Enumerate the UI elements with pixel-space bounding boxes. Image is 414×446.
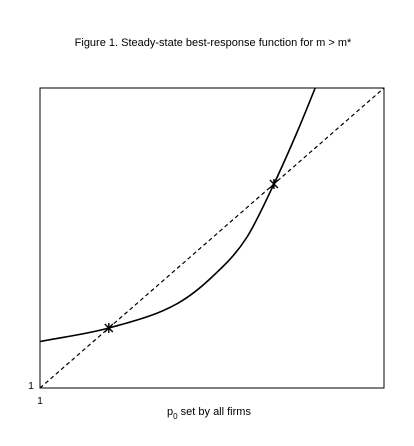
intersection-marker	[104, 323, 114, 333]
x-axis-label: p0 set by all firms	[167, 406, 251, 421]
intersection-marker	[269, 179, 279, 189]
x-axis-label-rest: set by all firms	[178, 406, 252, 418]
x-axis-label-main: p	[167, 406, 173, 418]
y-tick-label: 1	[28, 381, 34, 392]
series-line-dashed	[39, 87, 385, 389]
x-tick-label: 1	[37, 396, 43, 407]
marker-layer	[104, 179, 279, 333]
chart-title: Figure 1. Steady-state best-response fun…	[75, 37, 352, 49]
x-axis-label-subscript: 0	[173, 412, 178, 421]
